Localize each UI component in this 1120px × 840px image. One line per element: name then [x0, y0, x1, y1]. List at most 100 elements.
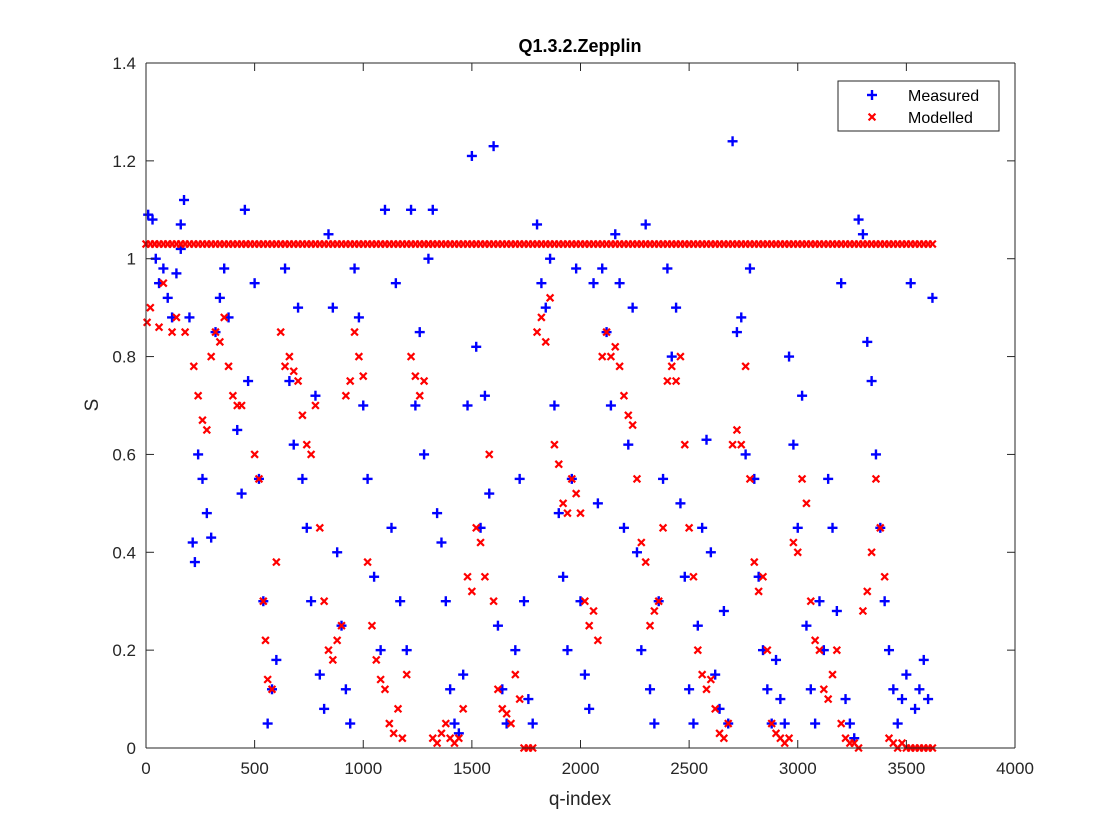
- data-point: [732, 425, 742, 435]
- ticks: 0 500 1000 1500 2000 2500 3000 3500 4000 0 0.2 0.4 0…: [112, 54, 1034, 778]
- data-point: [206, 352, 216, 361]
- series-layer: [141, 136, 938, 753]
- data-point: [280, 263, 291, 274]
- data-point: [301, 522, 312, 533]
- data-point: [654, 597, 663, 606]
- data-point: [406, 204, 417, 215]
- data-point: [197, 473, 208, 484]
- data-point: [415, 391, 424, 400]
- data-point: [676, 352, 685, 361]
- data-point: [243, 376, 254, 387]
- data-point: [702, 685, 711, 694]
- data-point: [211, 327, 220, 337]
- y-tick-label: 1.4: [112, 54, 136, 73]
- data-point: [606, 352, 616, 361]
- legend-item-measured[interactable]: Measured: [867, 88, 979, 105]
- data-point: [580, 597, 590, 606]
- data-point: [514, 473, 525, 484]
- data-point: [502, 709, 511, 718]
- data-point: [310, 390, 321, 401]
- data-point: [719, 734, 729, 743]
- data-point: [193, 449, 204, 460]
- data-point: [927, 292, 938, 303]
- data-point: [285, 352, 294, 361]
- data-point: [558, 571, 569, 582]
- data-point: [147, 214, 158, 225]
- legend-item-modelled[interactable]: Modelled: [867, 110, 973, 127]
- data-point: [667, 362, 676, 371]
- data-point: [171, 268, 182, 279]
- data-point: [184, 312, 195, 323]
- data-point: [263, 675, 272, 684]
- data-point: [693, 645, 702, 655]
- data-point: [923, 694, 934, 705]
- data-point: [866, 376, 877, 387]
- data-point: [288, 439, 299, 450]
- data-point: [592, 498, 603, 509]
- data-point: [419, 449, 430, 460]
- data-point: [810, 636, 820, 645]
- data-point: [437, 729, 446, 738]
- data-point: [519, 596, 530, 607]
- data-point: [385, 719, 394, 728]
- data-point: [619, 391, 629, 400]
- legend[interactable]: Measured Modelled: [837, 80, 1000, 132]
- data-point: [262, 718, 273, 729]
- data-point: [375, 645, 386, 656]
- data-point: [372, 655, 381, 665]
- data-point: [763, 645, 772, 655]
- data-point: [441, 719, 450, 728]
- data-point: [871, 474, 881, 484]
- data-point: [858, 606, 868, 616]
- data-point: [728, 440, 737, 449]
- data-point: [632, 474, 642, 484]
- legend-marker-modelled: [867, 112, 877, 122]
- data-point: [697, 670, 707, 679]
- legend-box: [837, 80, 1000, 132]
- x-axis-label: q-index: [549, 789, 612, 810]
- data-point: [158, 263, 169, 274]
- data-point: [641, 557, 650, 567]
- data-point: [402, 670, 411, 679]
- data-point: [237, 401, 246, 410]
- data-point: [554, 460, 563, 469]
- data-point: [684, 523, 694, 532]
- data-point: [175, 219, 186, 230]
- data-point: [837, 719, 846, 728]
- data-point: [492, 620, 503, 631]
- x-tick-label: 4000: [996, 759, 1034, 778]
- data-point: [810, 718, 821, 729]
- data-point: [187, 537, 198, 548]
- data-point: [510, 645, 521, 656]
- data-point: [797, 390, 808, 401]
- data-point: [724, 719, 733, 728]
- plot-area: [146, 63, 1015, 748]
- data-point: [901, 669, 912, 680]
- data-point: [666, 351, 677, 362]
- data-point: [827, 522, 838, 533]
- data-point: [354, 352, 364, 361]
- data-point: [380, 685, 390, 694]
- data-point: [605, 400, 616, 411]
- data-point: [849, 733, 860, 744]
- data-point: [458, 669, 469, 680]
- data-point: [792, 522, 803, 533]
- data-point: [511, 670, 520, 679]
- data-point: [658, 523, 668, 532]
- data-point: [346, 376, 355, 386]
- data-point: [615, 362, 624, 371]
- data-point: [162, 292, 173, 303]
- data-point: [870, 449, 881, 460]
- data-point: [189, 557, 200, 568]
- data-point: [832, 645, 842, 655]
- x-tick-label: 2500: [670, 759, 708, 778]
- x-tick-label: 3500: [887, 759, 925, 778]
- data-point: [706, 675, 716, 684]
- data-point: [802, 499, 811, 508]
- data-point: [627, 302, 638, 313]
- data-point: [618, 522, 629, 533]
- data-point: [480, 572, 490, 581]
- data-point: [154, 323, 164, 332]
- data-point: [705, 547, 716, 558]
- data-point: [332, 547, 343, 558]
